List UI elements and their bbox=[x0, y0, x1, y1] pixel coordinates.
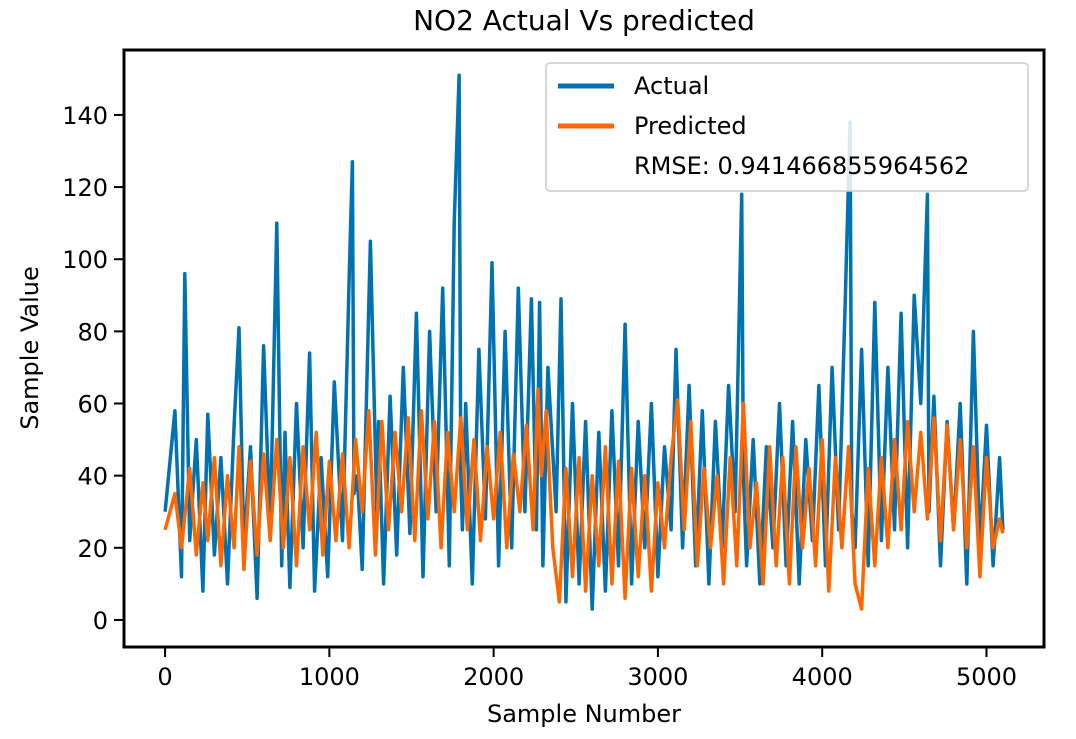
y-tick-label: 40 bbox=[77, 463, 108, 491]
plot-area bbox=[163, 73, 1005, 611]
y-tick-label: 140 bbox=[62, 102, 108, 130]
y-tick-label: 60 bbox=[77, 391, 108, 419]
y-axis: 0 20 40 60 80 100 120 140 bbox=[62, 102, 124, 635]
y-tick-label: 0 bbox=[93, 607, 108, 635]
x-tick-label: 0 bbox=[157, 663, 172, 691]
x-axis-label: Sample Number bbox=[487, 700, 681, 728]
x-tick-label: 2000 bbox=[463, 663, 524, 691]
y-tick-label: 80 bbox=[77, 318, 108, 346]
axes-frame bbox=[122, 48, 1046, 649]
x-tick-label: 4000 bbox=[792, 663, 853, 691]
y-axis-label: Sample Value bbox=[16, 266, 44, 430]
legend: Actual Predicted RMSE: 0.941466855964562 bbox=[545, 62, 1029, 192]
y-tick-label: 100 bbox=[62, 246, 108, 274]
x-tick-label: 1000 bbox=[299, 663, 360, 691]
x-tick-label: 5000 bbox=[956, 663, 1017, 691]
legend-label-predicted: Predicted bbox=[634, 112, 747, 140]
series-line-predicted bbox=[163, 387, 1005, 611]
legend-label-actual: Actual bbox=[634, 72, 709, 100]
legend-annotation-rmse: RMSE: 0.941466855964562 bbox=[634, 152, 969, 180]
y-tick-label: 120 bbox=[62, 174, 108, 202]
x-tick-label: 3000 bbox=[627, 663, 688, 691]
chart-title: NO2 Actual Vs predicted bbox=[413, 4, 755, 37]
legend-box bbox=[545, 62, 1029, 192]
x-axis: 0 1000 2000 3000 4000 5000 bbox=[157, 647, 1017, 691]
y-tick-label: 20 bbox=[77, 535, 108, 563]
